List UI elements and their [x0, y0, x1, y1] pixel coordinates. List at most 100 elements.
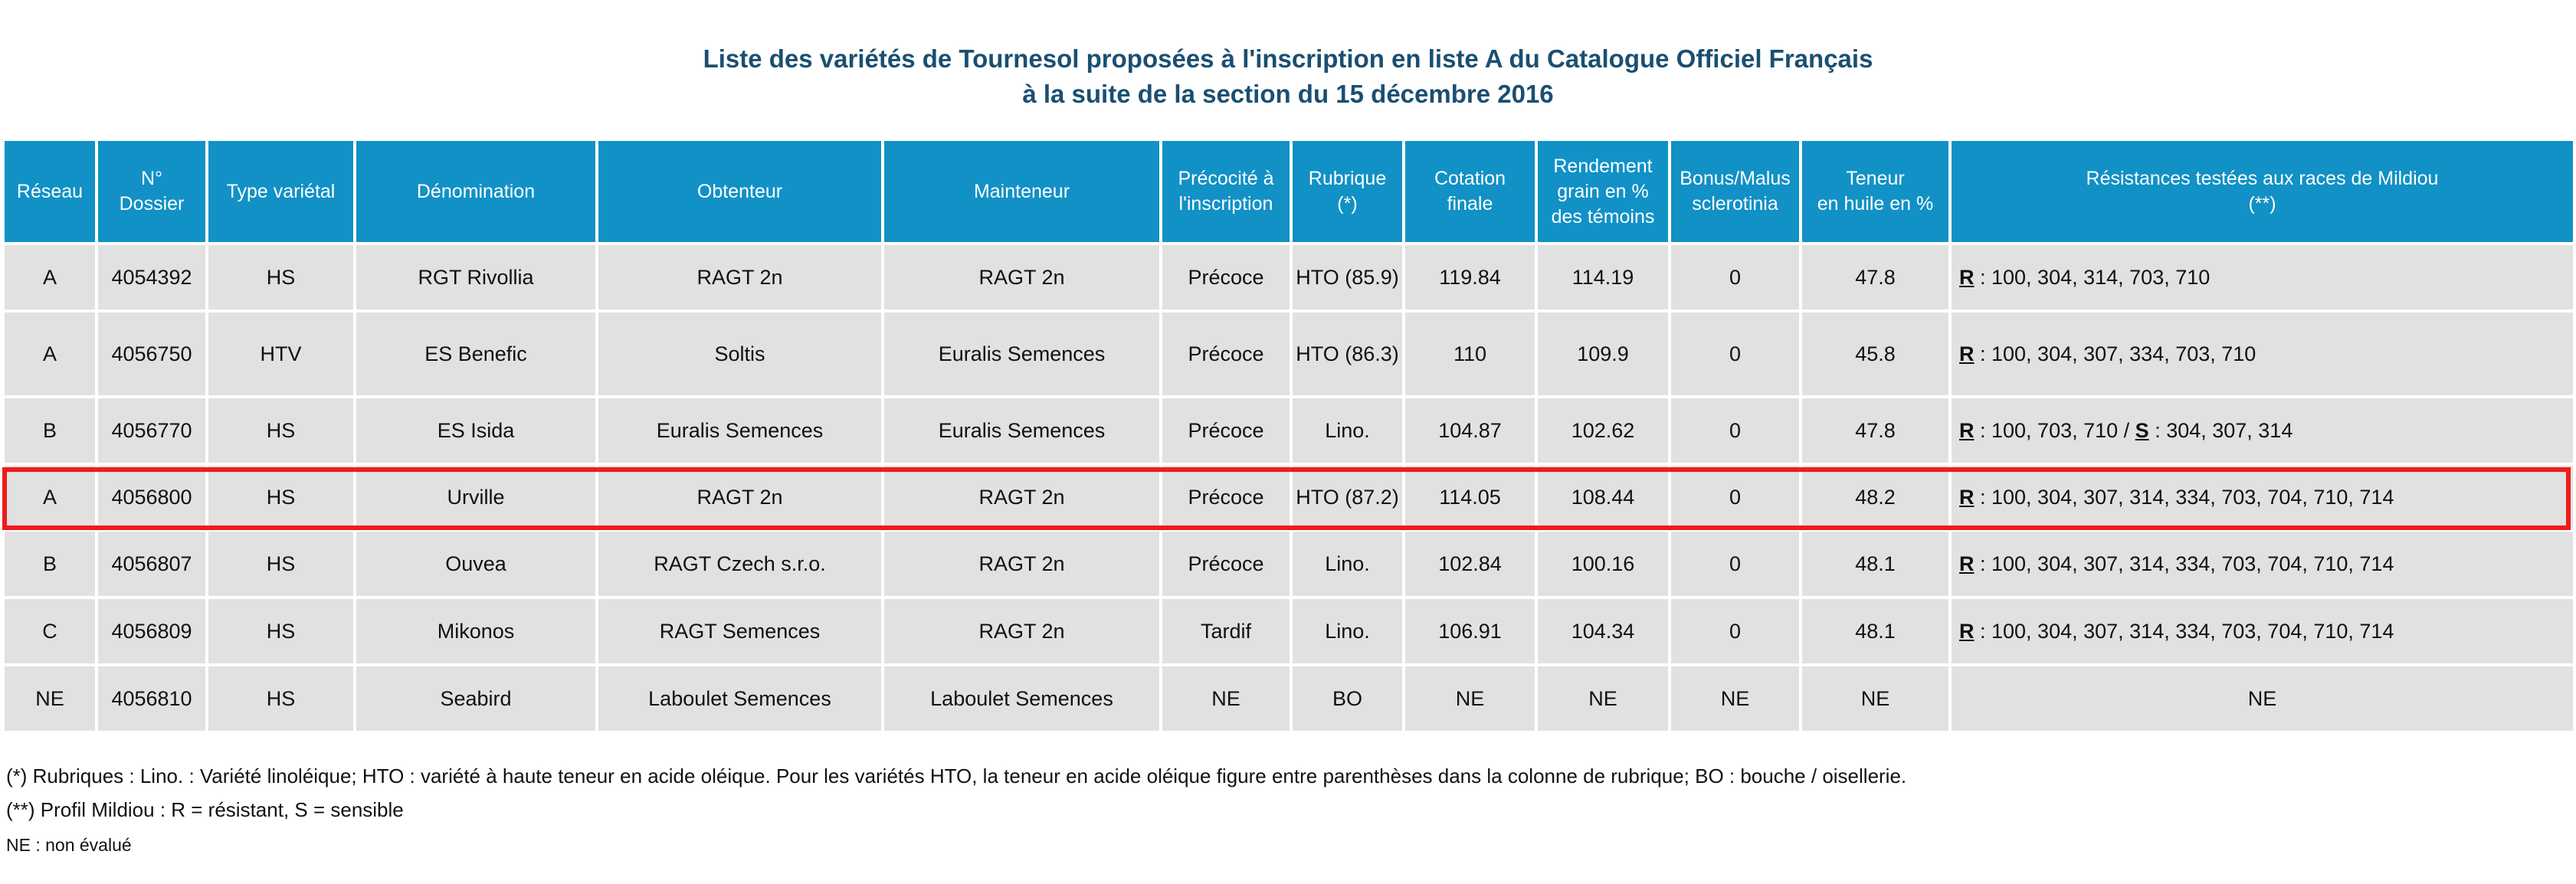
cell-resistances: R : 100, 304, 314, 703, 710: [1948, 242, 2576, 313]
cell-denomination: ES Isida: [353, 395, 598, 466]
table-row[interactable]: A 4056750 HTV ES Benefic Soltis Euralis …: [2, 309, 2576, 398]
resistant-label: R: [1959, 619, 1975, 643]
header-bonus-malus[interactable]: Bonus/Malus sclerotinia: [1668, 138, 1802, 245]
cell-rendement: 114.19: [1535, 242, 1671, 313]
cell-denomination: RGT Rivollia: [353, 242, 598, 313]
cell-denomination: ES Benefic: [353, 309, 598, 398]
cell-type: HS: [205, 242, 356, 313]
cell-obtenteur: RAGT 2n: [595, 463, 884, 532]
cell-bonus: 0: [1668, 529, 1802, 599]
resistant-values: : 100, 703, 710: [1974, 418, 2119, 442]
footnote-mildiou: (**) Profil Mildiou : R = résistant, S =…: [6, 798, 404, 821]
cell-rubrique: HTO (86.3): [1290, 309, 1405, 398]
cell-teneur: 47.8: [1799, 395, 1952, 466]
cell-resistances: R : 100, 304, 307, 334, 703, 710: [1948, 309, 2576, 398]
cell-type: HS: [205, 663, 356, 734]
cell-bonus: NE: [1668, 663, 1802, 734]
cell-cotation: 110: [1402, 309, 1538, 398]
cell-mainteneur: Euralis Semences: [881, 309, 1162, 398]
resistant-label: R: [1959, 418, 1975, 442]
header-type-varietal[interactable]: Type variétal: [205, 138, 356, 245]
cell-denomination: Seabird: [353, 663, 598, 734]
title-line-1: Liste des variétés de Tournesol proposée…: [703, 44, 1873, 73]
header-dossier[interactable]: N° Dossier: [95, 138, 208, 245]
cell-rendement: 109.9: [1535, 309, 1671, 398]
header-cotation[interactable]: Cotation finale: [1402, 138, 1538, 245]
table-row[interactable]: B 4056807 HS Ouvea RAGT Czech s.r.o. RAG…: [2, 529, 2576, 599]
cell-type: HS: [205, 395, 356, 466]
cell-cotation: 114.05: [1402, 463, 1538, 532]
header-mainteneur[interactable]: Mainteneur: [881, 138, 1162, 245]
resistant-values: : 100, 304, 307, 334, 703, 710: [1974, 342, 2256, 365]
cell-precocite: NE: [1159, 663, 1293, 734]
header-resistances[interactable]: Résistances testées aux races de Mildiou…: [1948, 138, 2576, 245]
cell-mainteneur: Euralis Semences: [881, 395, 1162, 466]
cell-mainteneur: RAGT 2n: [881, 242, 1162, 313]
cell-denomination: Mikonos: [353, 596, 598, 666]
cell-precocite: Précoce: [1159, 309, 1293, 398]
header-rubrique[interactable]: Rubrique (*): [1290, 138, 1405, 245]
cell-bonus: 0: [1668, 463, 1802, 532]
table-row[interactable]: C 4056809 HS Mikonos RAGT Semences RAGT …: [2, 596, 2576, 666]
cell-precocite: Précoce: [1159, 463, 1293, 532]
cell-precocite: Précoce: [1159, 395, 1293, 466]
cell-precocite: Précoce: [1159, 242, 1293, 313]
cell-rendement: 108.44: [1535, 463, 1671, 532]
cell-cotation: 119.84: [1402, 242, 1538, 313]
cell-mainteneur: Laboulet Semences: [881, 663, 1162, 734]
cell-dossier: 4056800: [95, 463, 208, 532]
header-obtenteur[interactable]: Obtenteur: [595, 138, 884, 245]
cell-cotation: 102.84: [1402, 529, 1538, 599]
cell-rendement: 104.34: [1535, 596, 1671, 666]
cell-mainteneur: RAGT 2n: [881, 463, 1162, 532]
cell-teneur: 45.8: [1799, 309, 1952, 398]
table-row[interactable]: B 4056770 HS ES Isida Euralis Semences E…: [2, 395, 2576, 466]
header-reseau[interactable]: Réseau: [2, 138, 98, 245]
resistance-separator: /: [2118, 418, 2135, 442]
resistant-values: : 100, 304, 307, 314, 334, 703, 704, 710…: [1974, 485, 2394, 509]
cell-obtenteur: Laboulet Semences: [595, 663, 884, 734]
cell-rubrique: BO: [1290, 663, 1405, 734]
table-row[interactable]: NE 4056810 HS Seabird Laboulet Semences …: [2, 663, 2576, 734]
cell-dossier: 4056807: [95, 529, 208, 599]
cell-rubrique: Lino.: [1290, 529, 1405, 599]
cell-type: HTV: [205, 309, 356, 398]
cell-rendement: NE: [1535, 663, 1671, 734]
resistant-values: : 100, 304, 307, 314, 334, 703, 704, 710…: [1974, 552, 2394, 575]
header-rendement[interactable]: Rendement grain en % des témoins: [1535, 138, 1671, 245]
cell-reseau: A: [2, 463, 98, 532]
cell-reseau: B: [2, 529, 98, 599]
cell-cotation: 104.87: [1402, 395, 1538, 466]
resistant-label: R: [1959, 265, 1975, 289]
cell-precocite: Tardif: [1159, 596, 1293, 666]
header-denomination[interactable]: Dénomination: [353, 138, 598, 245]
cell-precocite: Précoce: [1159, 529, 1293, 599]
cell-type: HS: [205, 596, 356, 666]
page-title: Liste des variétés de Tournesol proposée…: [0, 41, 2576, 112]
cell-rubrique: HTO (87.2): [1290, 463, 1405, 532]
resistant-label: R: [1959, 342, 1975, 365]
cell-mainteneur: RAGT 2n: [881, 529, 1162, 599]
cell-rubrique: HTO (85.9): [1290, 242, 1405, 313]
header-precocite[interactable]: Précocité à l'inscription: [1159, 138, 1293, 245]
resistant-label: R: [1959, 485, 1975, 509]
cell-mainteneur: RAGT 2n: [881, 596, 1162, 666]
footnote-rubriques: (*) Rubriques : Lino. : Variété linoléiq…: [6, 764, 1907, 787]
cell-teneur: 48.1: [1799, 529, 1952, 599]
table-header-row: Réseau N° Dossier Type variétal Dénomina…: [2, 138, 2576, 245]
cell-teneur: 48.1: [1799, 596, 1952, 666]
table-row[interactable]: A 4054392 HS RGT Rivollia RAGT 2n RAGT 2…: [2, 242, 2576, 313]
cell-type: HS: [205, 463, 356, 532]
resistant-values: : 100, 304, 307, 314, 334, 703, 704, 710…: [1974, 619, 2394, 643]
cell-type: HS: [205, 529, 356, 599]
header-teneur-huile[interactable]: Teneur en huile en %: [1799, 138, 1952, 245]
sensible-label: S: [2135, 418, 2149, 442]
cell-dossier: 4056809: [95, 596, 208, 666]
cell-reseau: C: [2, 596, 98, 666]
cell-teneur: NE: [1799, 663, 1952, 734]
footnote-ne: NE : non évalué: [6, 835, 132, 855]
cell-reseau: A: [2, 309, 98, 398]
cell-bonus: 0: [1668, 596, 1802, 666]
cell-resistances: R : 100, 304, 307, 314, 334, 703, 704, 7…: [1948, 463, 2576, 532]
table-row-highlighted[interactable]: A 4056800 HS Urville RAGT 2n RAGT 2n Pré…: [2, 463, 2576, 532]
